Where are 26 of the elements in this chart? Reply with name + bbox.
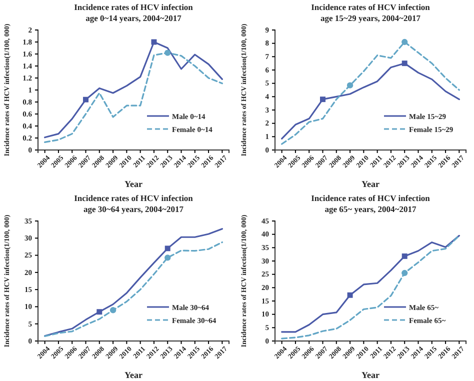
- point: [110, 307, 116, 314]
- point: [96, 309, 102, 315]
- x-axis-title: Year: [124, 179, 142, 189]
- point: [402, 253, 408, 259]
- chart-title: Incidence rates of HCV infection: [311, 193, 430, 203]
- chart-title: Incidence rates of HCV infection: [74, 2, 194, 12]
- point: [164, 50, 171, 56]
- chart-title: Incidence rates of HCV infection: [74, 193, 194, 203]
- x-axis-title: Year: [362, 370, 380, 380]
- chart-subtitle: age 65~ years, 2004~2017: [324, 204, 417, 214]
- point: [320, 96, 326, 102]
- x-axis-title: Year: [362, 179, 380, 189]
- x-axis-title: Year: [124, 370, 142, 380]
- point: [347, 292, 353, 298]
- point: [151, 39, 157, 45]
- chart-subtitle: age 30~64 years, 2004~2017: [84, 204, 184, 214]
- point: [402, 38, 408, 46]
- point: [164, 246, 170, 252]
- chart-subtitle: age 0~14 years, 2004~2017: [86, 13, 182, 23]
- point: [346, 82, 354, 88]
- point: [402, 60, 408, 66]
- point: [83, 96, 88, 102]
- point: [164, 254, 171, 261]
- chart-subtitle: age 15~29 years, 2004~2017: [320, 13, 422, 23]
- chart-title: Incidence rates of HCV infection: [311, 2, 430, 12]
- point: [402, 270, 408, 276]
